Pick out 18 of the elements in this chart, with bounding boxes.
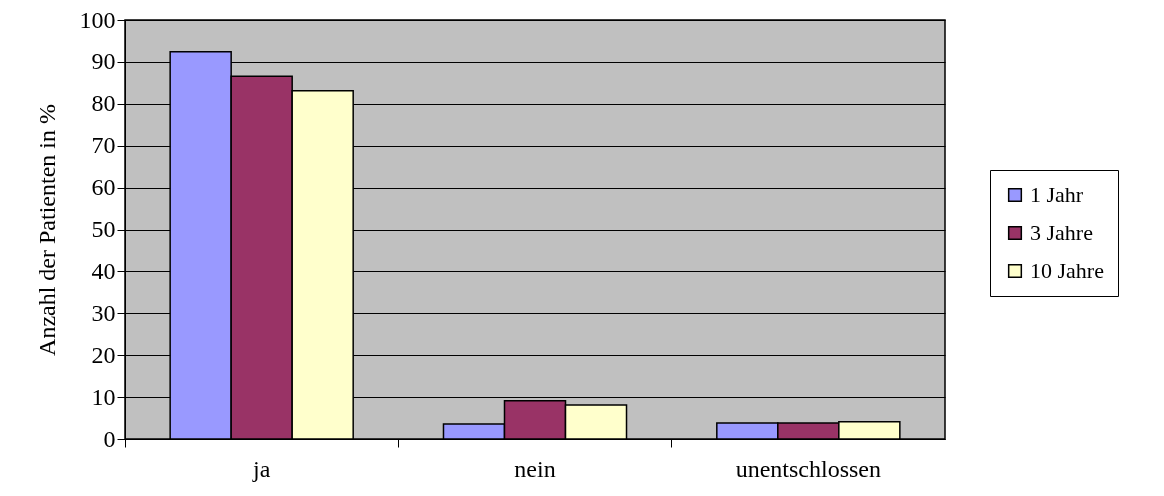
y-tick-label: 30 — [91, 299, 116, 326]
y-tick-label: 100 — [79, 6, 116, 33]
legend-label: 1 Jahr — [1030, 182, 1084, 207]
y-tick-label: 80 — [91, 90, 116, 117]
x-tick-label: ja — [252, 455, 271, 482]
legend-label: 3 Jahre — [1030, 220, 1093, 245]
y-tick-label: 60 — [91, 174, 116, 201]
y-axis-title: Anzahl der Patienten in % — [33, 104, 60, 356]
legend-label: 10 Jahre — [1030, 258, 1104, 283]
y-tick-label: 70 — [91, 132, 116, 159]
y-tick-label: 40 — [91, 257, 116, 284]
y-tick-label: 90 — [91, 48, 116, 75]
y-tick-label: 20 — [91, 341, 116, 368]
y-tick-label: 50 — [91, 216, 116, 242]
x-tick-label: unentschlossen — [735, 455, 881, 482]
y-tick-label: 0 — [103, 425, 116, 452]
x-tick-label: nein — [514, 455, 556, 482]
y-tick-label: 10 — [91, 383, 116, 410]
